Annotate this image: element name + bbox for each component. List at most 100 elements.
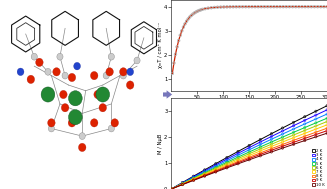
Point: [185, 17, 191, 20]
Point: [202, 170, 207, 173]
Point: [170, 72, 175, 75]
Point: [315, 5, 320, 8]
Point: [269, 147, 274, 150]
Point: [269, 140, 274, 143]
Point: [215, 6, 220, 9]
Point: [313, 114, 318, 117]
Point: [247, 150, 252, 153]
Point: [324, 123, 327, 126]
Point: [247, 148, 252, 151]
Point: [247, 156, 252, 159]
Circle shape: [68, 73, 76, 82]
Circle shape: [48, 119, 55, 127]
Point: [271, 5, 276, 8]
Point: [240, 5, 245, 8]
Point: [262, 5, 267, 8]
Point: [213, 170, 218, 173]
Circle shape: [53, 68, 60, 76]
Point: [258, 147, 263, 150]
Point: [302, 122, 307, 125]
Point: [213, 163, 218, 167]
Point: [259, 5, 264, 8]
Point: [202, 171, 207, 174]
Point: [190, 12, 196, 15]
Point: [249, 5, 254, 8]
Point: [324, 5, 327, 8]
Point: [324, 104, 327, 107]
Point: [252, 5, 258, 8]
Point: [180, 183, 185, 186]
Point: [302, 137, 307, 140]
Point: [191, 177, 196, 180]
Point: [302, 126, 307, 129]
Point: [235, 152, 241, 155]
Point: [224, 156, 230, 159]
Point: [313, 121, 318, 124]
Point: [291, 124, 296, 127]
Point: [302, 132, 307, 135]
Circle shape: [99, 104, 107, 112]
Point: [258, 141, 263, 144]
Point: [302, 5, 308, 8]
Point: [181, 26, 186, 29]
Point: [280, 129, 285, 132]
Point: [291, 141, 296, 144]
Circle shape: [91, 119, 98, 127]
Point: [235, 159, 241, 162]
Circle shape: [108, 125, 114, 132]
Point: [224, 161, 230, 164]
Point: [321, 5, 326, 8]
Point: [302, 139, 307, 142]
Point: [202, 7, 208, 10]
Point: [324, 129, 327, 132]
Point: [324, 108, 327, 112]
Point: [312, 5, 317, 8]
Point: [198, 8, 203, 11]
Point: [247, 146, 252, 149]
Point: [194, 10, 199, 13]
Point: [280, 143, 285, 146]
Point: [287, 5, 292, 8]
Point: [280, 126, 285, 129]
Point: [280, 147, 285, 150]
Point: [280, 138, 285, 141]
Point: [324, 127, 327, 130]
Point: [235, 157, 241, 160]
Point: [246, 5, 251, 8]
Point: [306, 5, 311, 8]
Point: [258, 138, 263, 141]
Point: [258, 153, 263, 156]
Point: [191, 178, 196, 181]
Point: [202, 173, 207, 176]
Point: [197, 9, 202, 12]
Point: [247, 158, 252, 161]
Circle shape: [36, 58, 43, 67]
X-axis label: T/K: T/K: [244, 101, 254, 106]
Point: [278, 5, 283, 8]
Point: [200, 8, 205, 11]
Point: [192, 11, 197, 14]
Point: [313, 133, 318, 136]
Point: [247, 154, 252, 157]
Point: [291, 131, 296, 134]
Point: [269, 143, 274, 146]
Point: [269, 138, 274, 141]
Point: [224, 164, 230, 167]
Point: [169, 187, 174, 189]
Point: [280, 132, 285, 136]
Point: [313, 128, 318, 131]
Point: [313, 110, 318, 113]
Point: [191, 177, 196, 180]
Point: [309, 5, 314, 8]
Circle shape: [94, 90, 101, 99]
Point: [302, 135, 307, 138]
Point: [191, 178, 196, 181]
Circle shape: [60, 90, 67, 99]
Circle shape: [78, 143, 86, 152]
Point: [212, 6, 217, 9]
Circle shape: [69, 110, 82, 125]
Point: [291, 121, 296, 124]
Point: [269, 135, 274, 138]
Point: [318, 5, 323, 8]
Point: [235, 162, 241, 165]
